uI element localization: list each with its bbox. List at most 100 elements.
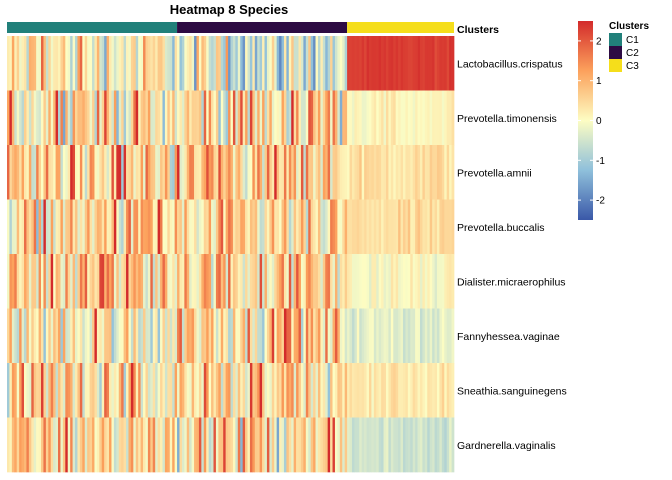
heatmap-cell: [444, 199, 448, 255]
heatmap-cell: [373, 417, 377, 473]
heatmap-cell: [181, 254, 185, 309]
heatmap-cell: [359, 254, 363, 309]
heatmap-cell: [351, 90, 355, 146]
heatmap-cell: [211, 417, 214, 473]
heatmap-cell: [451, 254, 455, 309]
heatmap-cell: [215, 90, 219, 146]
heatmap-cell: [419, 199, 423, 255]
heatmap-cell: [351, 363, 355, 418]
heatmap-cell: [347, 90, 350, 146]
heatmap-cell: [305, 36, 309, 91]
heatmap-cell: [94, 308, 98, 364]
heatmap-cell: [177, 145, 180, 200]
heatmap-cell: [36, 145, 39, 200]
heatmap-cell: [274, 90, 278, 146]
heatmap-cell: [385, 145, 389, 200]
heatmap-cell: [237, 363, 241, 418]
heatmap-cell: [99, 363, 103, 418]
heatmap-cell: [60, 417, 64, 473]
heatmap-cell: [138, 145, 141, 200]
heatmap-cell: [325, 90, 329, 146]
heatmap-cell: [240, 254, 243, 309]
heatmap-cell: [45, 363, 49, 418]
heatmap-cell: [320, 308, 324, 364]
heatmap-cell: [390, 417, 394, 473]
heatmap-cell: [240, 363, 243, 418]
heatmap-cell: [393, 36, 397, 91]
heatmap-cell: [94, 363, 98, 418]
heatmap-cell: [194, 308, 197, 364]
heatmap-cell: [286, 36, 290, 91]
heatmap-cell: [269, 417, 273, 473]
heatmap-cell: [395, 145, 399, 200]
heatmap-cell: [223, 417, 226, 473]
heatmap-cell: [378, 90, 382, 146]
heatmap-cell: [235, 417, 239, 473]
heatmap-cell: [77, 363, 81, 418]
heatmap-cell: [356, 363, 360, 418]
heatmap-cell: [50, 308, 54, 364]
heatmap-cell: [213, 417, 217, 473]
heatmap-cell: [298, 254, 302, 309]
heatmap-cell: [412, 417, 416, 473]
heatmap-cell: [237, 90, 241, 146]
heatmap-cell: [211, 199, 214, 255]
heatmap-cell: [201, 36, 205, 91]
heatmap-cell: [366, 363, 370, 418]
heatmap-cell: [398, 254, 401, 309]
heatmap-cell: [412, 36, 416, 91]
heatmap-cell: [50, 254, 54, 309]
heatmap-cell: [94, 145, 98, 200]
heatmap-cell: [274, 308, 278, 364]
heatmap-cell: [215, 199, 219, 255]
heatmap-cell: [407, 363, 411, 418]
heatmap-cell: [155, 308, 158, 364]
heatmap-cell: [24, 363, 27, 418]
heatmap-cell: [113, 363, 117, 418]
heatmap-cell: [405, 199, 409, 255]
heatmap-cell: [143, 417, 146, 473]
heatmap-cell: [419, 417, 423, 473]
heatmap-cell: [11, 254, 15, 309]
heatmap-cell: [201, 308, 205, 364]
heatmap-cell: [361, 254, 365, 309]
heatmap-cell: [213, 36, 217, 91]
heatmap-cell: [412, 199, 416, 255]
heatmap-cell: [82, 254, 86, 309]
heatmap-cell: [177, 36, 180, 91]
heatmap-cell: [133, 36, 137, 91]
heatmap-cell: [252, 90, 256, 146]
heatmap-cell: [269, 36, 273, 91]
heatmap-cell: [38, 308, 42, 364]
heatmap-cell: [218, 145, 222, 200]
heatmap-cell: [398, 36, 401, 91]
heatmap-cell: [371, 36, 375, 91]
heatmap-cell: [109, 199, 112, 255]
heatmap-cell: [349, 145, 353, 200]
heatmap-cell: [422, 145, 426, 200]
heatmap-cell: [434, 308, 438, 364]
heatmap-cell: [75, 90, 78, 146]
heatmap-cell: [247, 36, 251, 91]
heatmap-cell: [58, 199, 61, 255]
heatmap-cell: [298, 363, 302, 418]
heatmap-cell: [196, 254, 200, 309]
heatmap-cell: [286, 199, 290, 255]
heatmap-cell: [36, 90, 39, 146]
heatmap-cell: [152, 363, 156, 418]
heatmap-cell: [116, 36, 120, 91]
heatmap-cell: [308, 90, 312, 146]
heatmap-cell: [50, 36, 54, 91]
heatmap-cell: [104, 308, 107, 364]
heatmap-cell: [38, 145, 42, 200]
heatmap-cell: [87, 254, 90, 309]
heatmap-cell: [169, 363, 173, 418]
heatmap-cell: [123, 417, 127, 473]
heatmap-cell: [310, 145, 314, 200]
heatmap-cell: [150, 363, 154, 418]
heatmap-cell: [191, 145, 195, 200]
heatmap-cell: [325, 36, 329, 91]
heatmap-cell: [276, 417, 280, 473]
heatmap-cell: [252, 363, 256, 418]
